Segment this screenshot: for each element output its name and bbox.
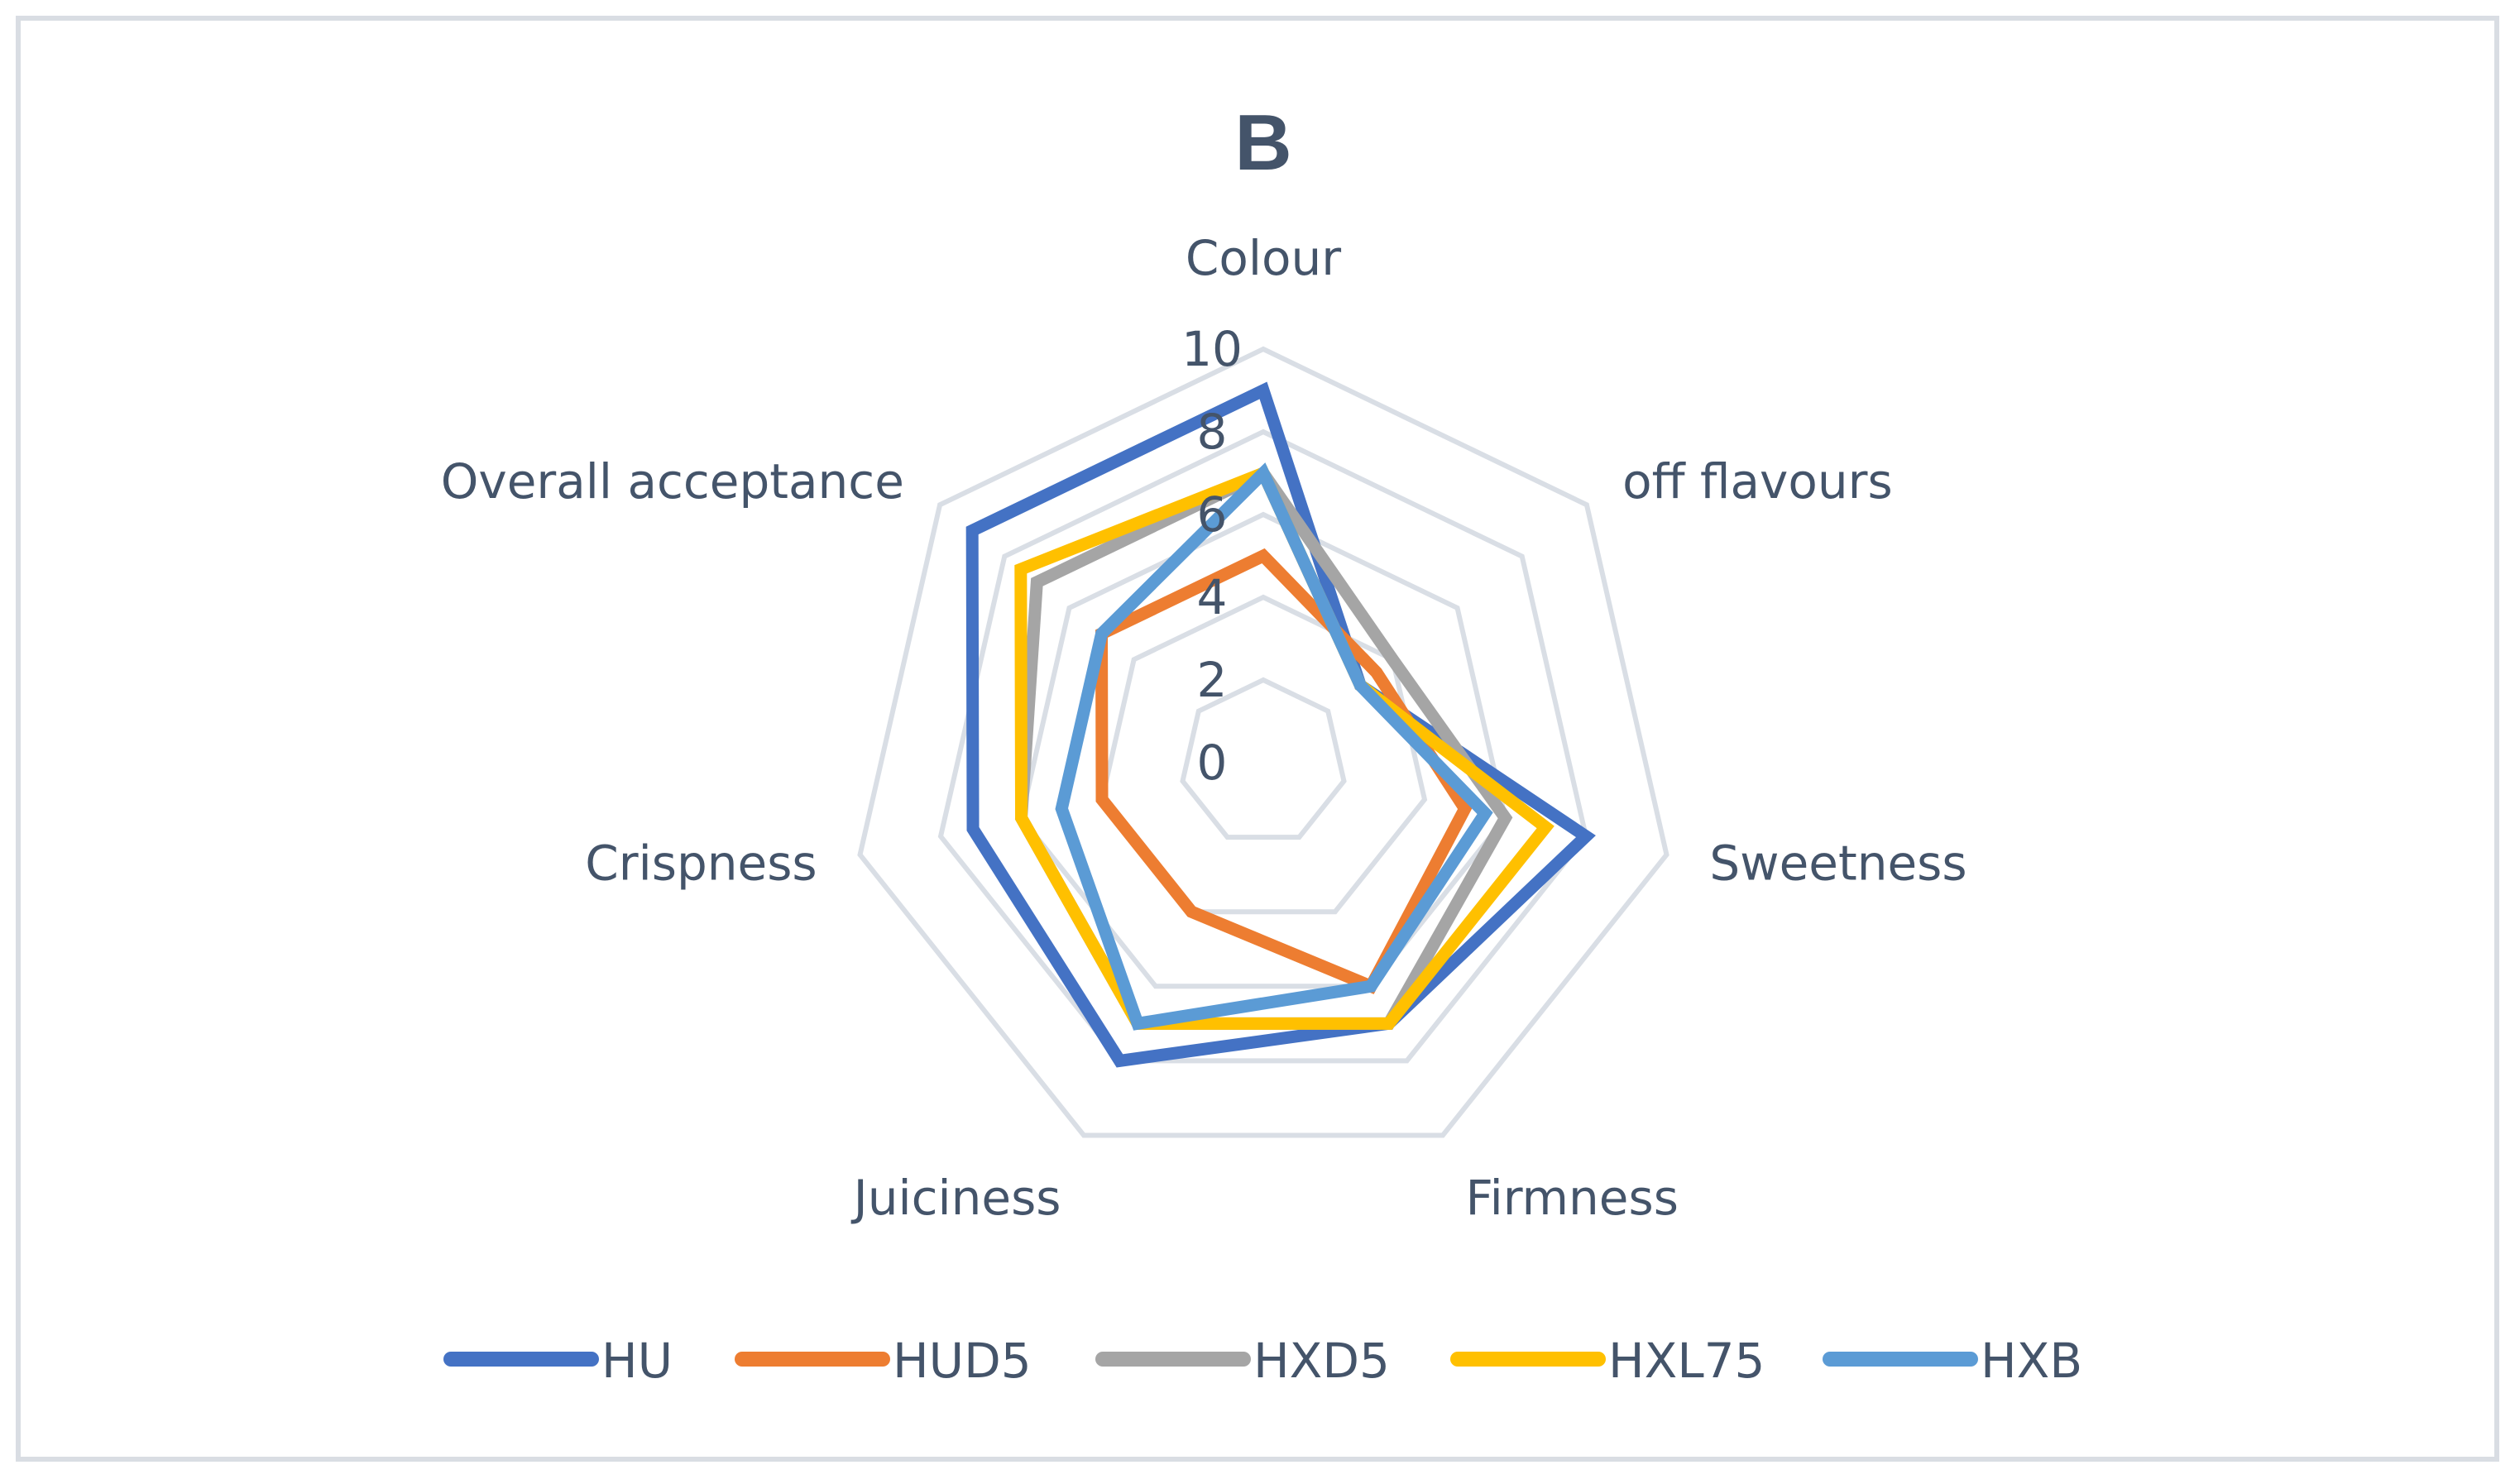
tick-label-0: 0 — [1197, 735, 1228, 791]
axis-label-crispness: Crispness — [585, 835, 817, 891]
radial-tick-labels: 0 2 4 6 8 10 — [1181, 321, 1243, 791]
axis-label-overall-acceptance: Overall acceptance — [441, 453, 904, 510]
tick-label-4: 4 — [1197, 569, 1228, 625]
grid-ring-10 — [857, 346, 1669, 1138]
series-line-hxb — [1055, 462, 1493, 1031]
legend-item-hu: HU — [443, 1333, 673, 1389]
legend-item-hxd5: HXD5 — [1095, 1333, 1390, 1389]
grid-ring-4 — [1099, 594, 1428, 915]
legend-item-hud5: HUD5 — [735, 1333, 1032, 1389]
radar-grid — [857, 346, 1669, 1138]
axis-labels: Colour off flavours Sweetness Firmness Juici… — [441, 230, 1967, 1226]
legend-item-hxb: HXB — [1823, 1333, 2082, 1389]
chart-title: B — [1234, 98, 1291, 187]
legend-label-hxb: HXB — [1981, 1333, 2082, 1389]
axis-label-off-flavours: off flavours — [1622, 453, 1893, 510]
grid-ring-6 — [1018, 511, 1508, 989]
grid-ring-2 — [1180, 677, 1347, 840]
legend-item-hxl75: HXL75 — [1450, 1333, 1765, 1389]
axis-label-firmness: Firmness — [1465, 1170, 1678, 1226]
axis-label-colour: Colour — [1186, 230, 1341, 286]
tick-label-10: 10 — [1181, 321, 1243, 377]
grid-ring-8 — [937, 428, 1589, 1064]
legend-label-hxl75: HXL75 — [1608, 1333, 1765, 1389]
legend-label-hxd5: HXD5 — [1253, 1333, 1390, 1389]
series-line-hud5 — [1095, 548, 1473, 994]
axis-label-sweetness: Sweetness — [1709, 835, 1966, 891]
tick-label-2: 2 — [1197, 652, 1228, 708]
legend-label-hu: HU — [601, 1333, 673, 1389]
radar-series — [965, 381, 1596, 1068]
legend-label-hud5: HUD5 — [893, 1333, 1032, 1389]
tick-label-8: 8 — [1197, 404, 1228, 460]
tick-label-6: 6 — [1197, 486, 1228, 543]
legend: HU HUD5 HXD5 HXL75 HXB — [443, 1333, 2082, 1389]
chart-frame — [16, 16, 2499, 1462]
axis-label-juiciness: Juiciness — [851, 1170, 1061, 1226]
